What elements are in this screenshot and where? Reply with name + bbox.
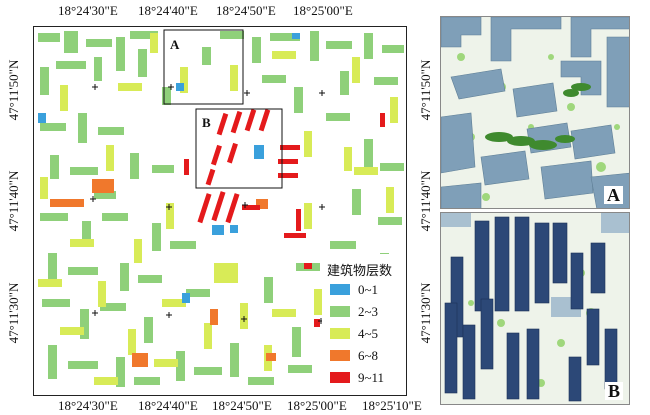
box-b-label: B [202, 115, 211, 130]
top-coord-4: 18°25'00"E [293, 3, 353, 18]
legend-swatch [330, 350, 350, 361]
legend-title: 建筑物层数 [327, 264, 393, 279]
right-coord-3: 47°11'30"N [418, 282, 433, 344]
box-b [195, 108, 283, 189]
legend-swatch [330, 284, 350, 295]
box-a [163, 29, 244, 105]
building-height-map[interactable]: A B [33, 26, 407, 396]
legend-label: 4~5 [358, 326, 379, 341]
bottom-coord-1: 18°24'30"E [58, 398, 118, 413]
left-coord-3: 47°11'30"N [6, 282, 21, 344]
right-coord-2: 47°11'40"N [418, 170, 433, 232]
bottom-coord-4: 18°25'00"E [287, 398, 347, 413]
legend-label: 9~11 [358, 370, 385, 385]
bottom-coord-3: 18°24'50"E [212, 398, 272, 413]
inset-a-label: A [604, 186, 623, 204]
top-coord-3: 18°24'50"E [216, 3, 276, 18]
inset-b-label: B [604, 382, 623, 400]
bottom-coord-2: 18°24'40"E [138, 398, 198, 413]
grid-crosses [90, 84, 325, 324]
legend-label: 0~1 [358, 282, 379, 297]
legend-swatch [330, 306, 350, 317]
top-coord-2: 18°24'40"E [138, 3, 198, 18]
inset-a-buildings [441, 17, 629, 208]
inset-a-tree-row [485, 83, 591, 150]
legend-swatch [330, 372, 350, 383]
legend-swatch [330, 328, 350, 339]
legend-label: 6~8 [358, 348, 379, 363]
inset-b-scene [441, 213, 629, 404]
legend-label: 2~3 [358, 304, 379, 319]
building-footprints-red [184, 108, 385, 327]
inset-a-3d-view[interactable]: A [440, 16, 630, 209]
legend: 建筑物层数 0~1 2~3 4~5 6~8 9~11 [322, 254, 406, 394]
inset-b-light-buildings [441, 213, 629, 317]
inset-b-buildings [444, 216, 618, 402]
inset-a-scene [441, 17, 629, 208]
right-coord-1: 47°11'50"N [418, 59, 433, 121]
left-coord-2: 47°11'40"N [6, 170, 21, 232]
box-a-label: A [170, 37, 180, 52]
left-coord-1: 47°11'50"N [6, 59, 21, 121]
inset-b-3d-view[interactable]: B [440, 212, 630, 405]
top-coord-1: 18°24'30"E [58, 3, 118, 18]
building-footprints-orange [50, 179, 276, 367]
bottom-coord-5: 18°25'10"E [362, 398, 422, 413]
